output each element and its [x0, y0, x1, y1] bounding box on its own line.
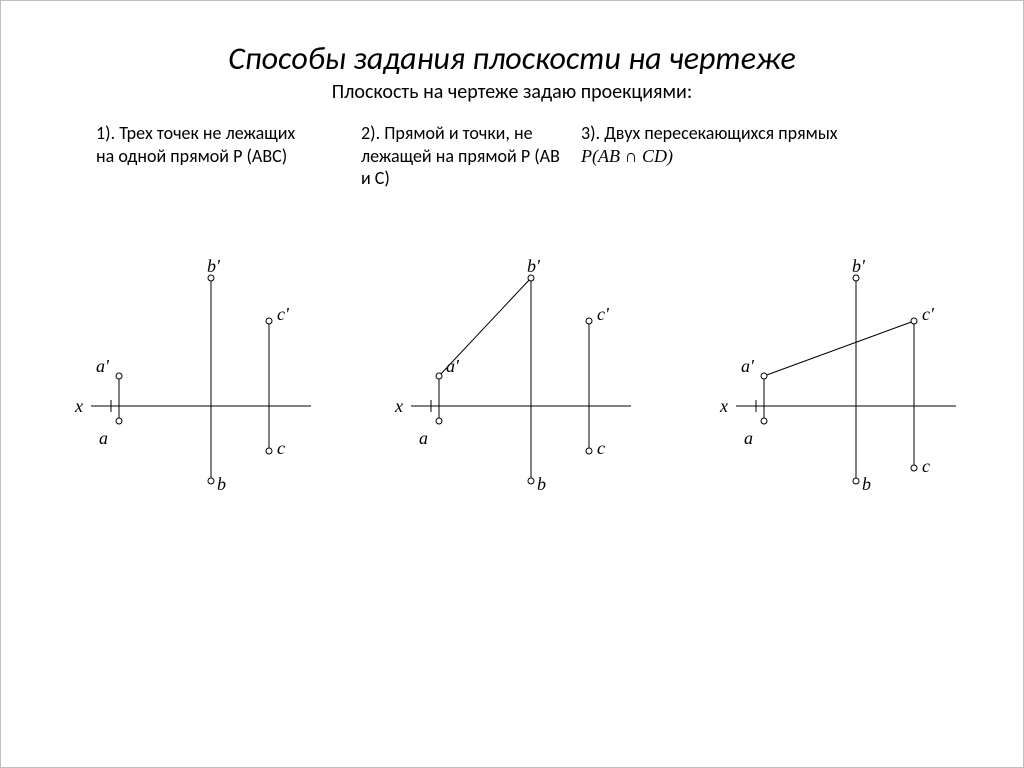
- point-label: b': [207, 256, 220, 277]
- point-label: c: [922, 456, 930, 477]
- point-label: c': [597, 304, 609, 325]
- point-label: a: [419, 428, 428, 449]
- point-label: c: [597, 438, 605, 459]
- slide-page: Способы задания плоскости на чертеже Пло…: [0, 0, 1024, 768]
- diagrams-wrapper: xa'ab'bc'c xa'ab'bc'c xa'ab'bc'c: [81, 256, 951, 516]
- page-subtitle: Плоскость на чертеже задаю проекциями:: [1, 80, 1023, 104]
- point-label: c': [277, 304, 289, 325]
- diagram-1: xa'ab'bc'c: [81, 256, 341, 516]
- point-label: x: [395, 396, 403, 417]
- description-columns: 1). Трех точек не лежащих на одной прямо…: [1, 122, 1023, 190]
- diagram-2: xa'ab'bc'c: [401, 256, 661, 516]
- point-label: x: [75, 396, 83, 417]
- point-label: b': [852, 256, 865, 277]
- point-label: x: [720, 396, 728, 417]
- point-label: c': [922, 304, 934, 325]
- column-3-formula: P(AB ∩ CD): [581, 146, 673, 166]
- column-3-text: 3). Двух пересекающихся прямых P(AB ∩ CD…: [581, 122, 861, 190]
- point-label: b: [217, 474, 226, 495]
- point-label: c: [277, 438, 285, 459]
- column-3-prefix: 3). Двух пересекающихся прямых: [581, 122, 838, 144]
- point-label: a: [99, 428, 108, 449]
- column-2-text: 2). Прямой и точки, не лежащей на прямой…: [361, 122, 561, 190]
- point-label: a': [446, 356, 459, 377]
- point-label: a': [96, 356, 109, 377]
- point-label: a: [744, 428, 753, 449]
- point-label: b': [527, 256, 540, 277]
- point-label: a': [741, 356, 754, 377]
- diagram-3: xa'ab'bc'c: [726, 256, 986, 516]
- point-label: b: [537, 474, 546, 495]
- page-title: Способы задания плоскости на чертеже: [1, 39, 1023, 78]
- column-1-text: 1). Трех точек не лежащих на одной прямо…: [96, 122, 306, 190]
- point-label: b: [862, 474, 871, 495]
